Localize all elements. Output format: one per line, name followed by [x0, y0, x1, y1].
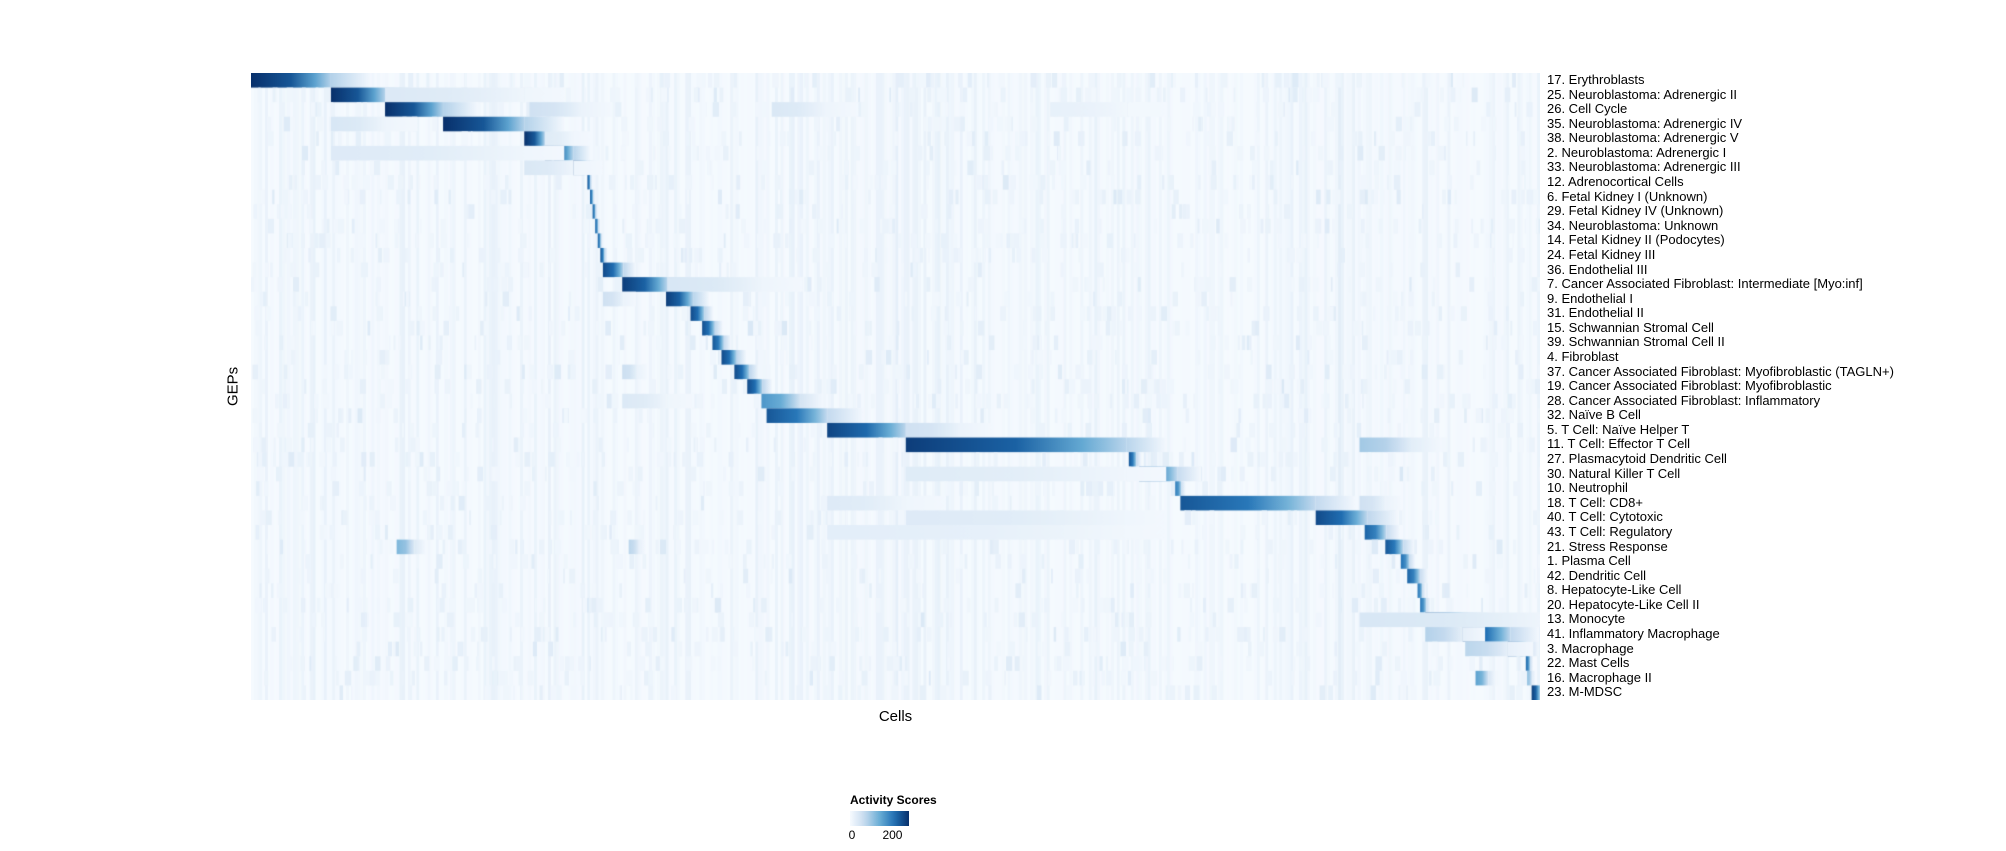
- row-label: 17. Erythroblasts: [1547, 72, 1645, 87]
- row-label: 21. Stress Response: [1547, 538, 1668, 554]
- row-label: 24. Fetal Kidney III: [1547, 246, 1656, 262]
- row-label: 36. Endothelial III: [1547, 261, 1648, 277]
- row-label: 4. Fibroblast: [1547, 348, 1619, 364]
- row-label: 8. Hepatocyte-Like Cell: [1547, 582, 1682, 598]
- row-label: 19. Cancer Associated Fibroblast: Myofib…: [1547, 378, 1832, 394]
- row-label: 34. Neuroblastoma: Unknown: [1547, 217, 1719, 233]
- row-label: 18. T Cell: CD8+: [1547, 494, 1643, 510]
- row-label: 42. Dendritic Cell: [1547, 567, 1646, 583]
- row-label: 40. T Cell: Cytotoxic: [1547, 509, 1663, 525]
- row-label: 7. Cancer Associated Fibroblast: Interme…: [1547, 276, 1863, 292]
- legend: Activity Scores 0 200: [848, 793, 937, 843]
- row-label: 33. Neuroblastoma: Adrenergic III: [1547, 159, 1741, 175]
- row-label: 28. Cancer Associated Fibroblast: Inflam…: [1547, 392, 1821, 408]
- row-label: 25. Neuroblastoma: Adrenergic II: [1547, 86, 1738, 102]
- row-label: 2. Neuroblastoma: Adrenergic I: [1547, 144, 1727, 160]
- row-label: 29. Fetal Kidney IV (Unknown): [1547, 203, 1724, 219]
- row-label: 6. Fetal Kidney I (Unknown): [1547, 188, 1708, 204]
- row-label: 23. M-MDSC: [1547, 684, 1623, 700]
- row-label: 22. Mast Cells: [1547, 655, 1630, 671]
- row-label: 39. Schwannian Stromal Cell II: [1547, 334, 1725, 350]
- row-labels: 17. Erythroblasts 25. Neuroblastoma: Adre…: [1547, 72, 1894, 700]
- legend-tick-min: 0: [848, 828, 856, 842]
- legend-tick-max: 200: [882, 828, 903, 842]
- row-label: 9. Endothelial I: [1547, 290, 1634, 306]
- y-axis-label: GEPs: [224, 366, 242, 407]
- row-label: 27. Plasmacytoid Dendritic Cell: [1547, 451, 1727, 467]
- heatmap-canvas: [251, 73, 1540, 700]
- row-label: 41. Inflammatory Macrophage: [1547, 625, 1720, 641]
- row-label: 13. Monocyte: [1547, 611, 1626, 627]
- row-label: 3. Macrophage: [1547, 640, 1634, 656]
- row-label: 5. T Cell: Naïve Helper T: [1547, 421, 1690, 437]
- row-label: 20. Hepatocyte-Like Cell II: [1547, 596, 1700, 612]
- row-label: 43. T Cell: Regulatory: [1547, 523, 1673, 539]
- row-label: 37. Cancer Associated Fibroblast: Myofib…: [1547, 363, 1894, 379]
- legend-ticks: 0 200: [848, 828, 909, 843]
- row-label: 11. T Cell: Effector T Cell: [1547, 436, 1691, 452]
- x-axis-label: Cells: [878, 708, 913, 725]
- row-label: 12. Adrenocortical Cells: [1547, 174, 1684, 190]
- row-label: 14. Fetal Kidney II (Podocytes): [1547, 232, 1725, 248]
- row-label: 26. Cell Cycle: [1547, 101, 1628, 117]
- row-label: 1. Plasma Cell: [1547, 553, 1631, 569]
- row-label: 35. Neuroblastoma: Adrenergic IV: [1547, 115, 1743, 131]
- row-label: 15. Schwannian Stromal Cell: [1547, 319, 1714, 335]
- legend-colorbar: [850, 811, 909, 826]
- row-label: 32. Naïve B Cell: [1547, 407, 1641, 423]
- row-label: 38. Neuroblastoma: Adrenergic V: [1547, 130, 1739, 146]
- row-label: 16. Macrophage II: [1547, 669, 1652, 685]
- legend-title: Activity Scores: [850, 793, 937, 807]
- row-label: 30. Natural Killer T Cell: [1547, 465, 1681, 481]
- row-label: 31. Endothelial II: [1547, 305, 1644, 321]
- row-label: 10. Neutrophil: [1547, 480, 1628, 496]
